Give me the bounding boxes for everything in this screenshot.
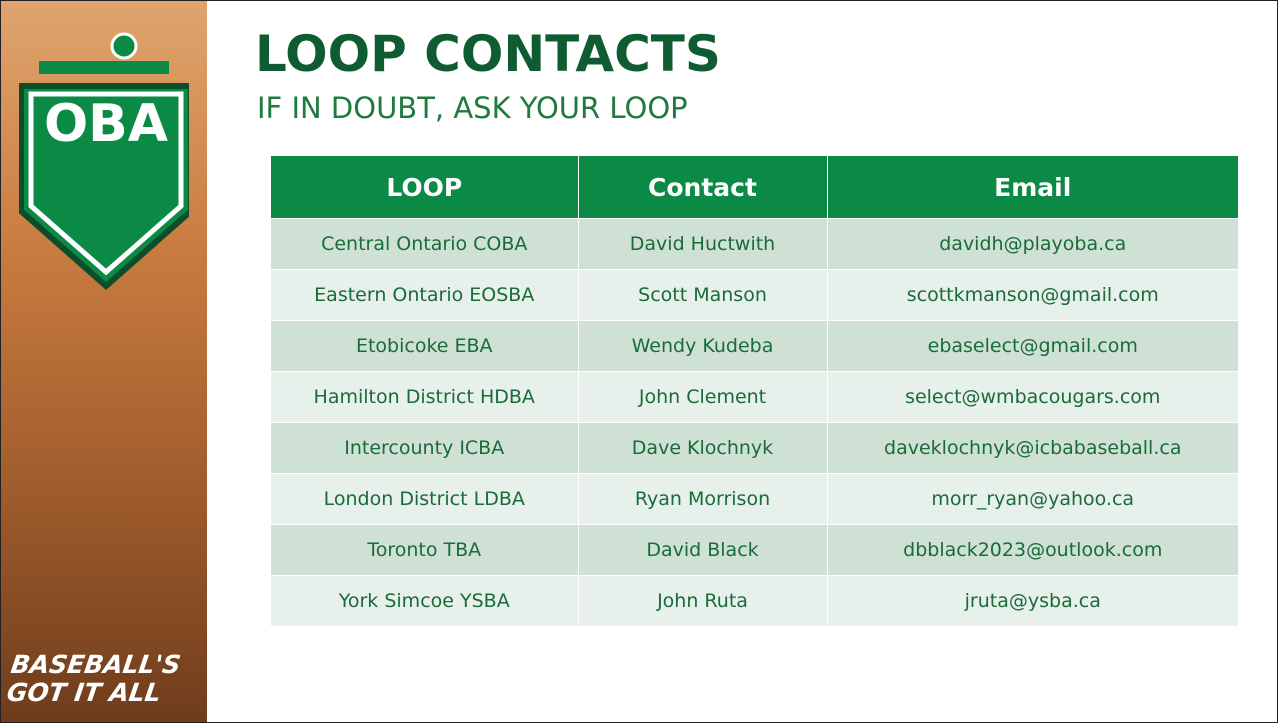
table-cell: John Ruta [578, 575, 828, 626]
table-cell: scottkmanson@gmail.com [827, 269, 1238, 321]
table-row: Toronto TBA David Black dbblack2023@outloo… [271, 524, 1238, 576]
table-cell: John Clement [578, 371, 828, 423]
table-cell: morr_ryan@yahoo.ca [827, 473, 1238, 525]
title: LOOP CONTACTS [255, 25, 721, 83]
tagline: BASEBALL'S GOT IT ALL [5, 650, 183, 707]
table-cell: Dave Klochnyk [578, 422, 828, 474]
table-row: York Simcoe YSBA John Ruta jruta@ysba.ca [271, 575, 1238, 626]
logo: OBA [19, 32, 189, 291]
table-cell: David Huctwith [578, 218, 828, 270]
table-row: Eastern Ontario EOSBA Scott Manson scottkm… [271, 269, 1238, 321]
table-row: Etobicoke EBA Wendy Kudeba ebaselect@gmail… [271, 320, 1238, 372]
tagline-line: BASEBALL'S [9, 650, 183, 679]
table-cell: dbblack2023@outlook.com [827, 524, 1238, 576]
table-cell: London District LDBA [271, 473, 579, 525]
table-cell: davidh@playoba.ca [827, 218, 1238, 270]
table-cell: Scott Manson [578, 269, 828, 321]
table-row: Central Ontario COBA David Huctwith davidh… [271, 218, 1238, 270]
table-cell: David Black [578, 524, 828, 576]
table-cell: daveklochnyk@icbabaseball.ca [827, 422, 1238, 474]
table-cell: Hamilton District HDBA [271, 371, 579, 423]
contacts-table: LOOP Contact Email Central Ontario COBA Dav… [271, 156, 1238, 626]
table-cell: Eastern Ontario EOSBA [271, 269, 579, 321]
header-row: LOOP Contact Email [271, 156, 1238, 219]
logo-text: OBA [44, 94, 168, 154]
table-body: Central Ontario COBA David Huctwith davidh… [271, 218, 1238, 626]
table-cell: Etobicoke EBA [271, 320, 579, 372]
table-cell: jruta@ysba.ca [827, 575, 1238, 626]
table-cell: Central Ontario COBA [271, 218, 579, 270]
table-cell: Toronto TBA [271, 524, 579, 576]
table-cell: Intercounty ICBA [271, 422, 579, 474]
table-cell: York Simcoe YSBA [271, 575, 579, 626]
column-header: Contact [578, 156, 828, 219]
table-row: Hamilton District HDBA John Clement select… [271, 371, 1238, 423]
column-header: LOOP [271, 156, 579, 219]
table-row: London District LDBA Ryan Morrison morr_ry… [271, 473, 1238, 525]
subtitle: IF IN DOUBT, ASK YOUR LOOP [257, 91, 688, 125]
tagline-line: GOT IT ALL [5, 678, 163, 707]
table-cell: Ryan Morrison [578, 473, 828, 525]
column-header: Email [827, 156, 1238, 219]
table-cell: ebaselect@gmail.com [827, 320, 1238, 372]
table-cell: Wendy Kudeba [578, 320, 828, 372]
sidebar: OBA BASEBALL'S GOT IT ALL [1, 1, 207, 722]
table-cell: select@wmbacougars.com [827, 371, 1238, 423]
table-row: Intercounty ICBA Dave Klochnyk daveklochny… [271, 422, 1238, 474]
